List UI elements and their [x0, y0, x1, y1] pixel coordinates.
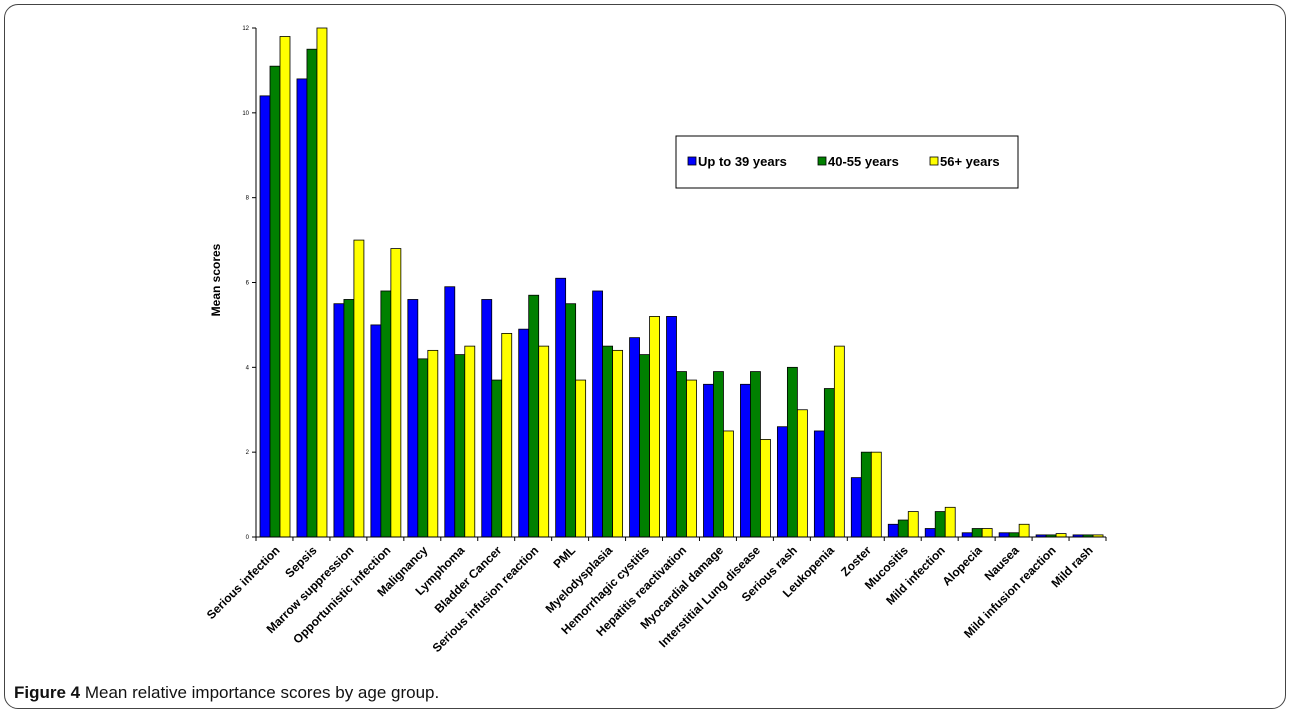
bar	[444, 286, 456, 538]
bar	[998, 532, 1010, 538]
bar	[612, 349, 624, 538]
bar	[454, 354, 466, 538]
bar	[639, 354, 650, 538]
bar	[501, 332, 513, 538]
bar	[723, 430, 734, 538]
y-axis: 0 2 4 6 8 10 12	[242, 26, 257, 541]
bar	[981, 528, 993, 538]
bar	[666, 316, 677, 538]
x-tick-label: Alopecia	[940, 543, 985, 588]
bar	[380, 290, 392, 538]
y-tick-label: 8	[246, 196, 250, 202]
bar	[760, 439, 771, 538]
bar	[649, 316, 660, 538]
bar	[417, 358, 429, 538]
y-tick-label: 12	[242, 26, 249, 32]
legend-label: 40-55 years	[828, 154, 899, 169]
bar	[370, 324, 382, 538]
bar	[887, 523, 899, 538]
bar	[316, 27, 328, 538]
bar	[924, 528, 936, 538]
bar	[555, 277, 567, 538]
y-tick-label: 4	[246, 365, 250, 371]
bar	[279, 36, 291, 538]
bars-group	[259, 27, 1104, 538]
legend-box	[675, 135, 1019, 189]
bar	[740, 383, 751, 538]
bar	[575, 379, 587, 538]
x-tick-label: Serious infection	[204, 543, 283, 622]
bar	[306, 48, 318, 538]
y-tick-label: 6	[246, 281, 250, 287]
bar	[870, 451, 882, 538]
figure-frame	[4, 4, 1286, 709]
x-tick-label: PML	[550, 543, 578, 571]
bar	[390, 248, 402, 538]
bar	[934, 511, 946, 538]
figure-label: Figure 4	[14, 683, 81, 702]
bar	[850, 477, 862, 538]
bar	[750, 371, 761, 538]
bar	[1018, 523, 1030, 538]
bar	[565, 303, 577, 538]
y-tick-label: 10	[242, 111, 249, 117]
legend-swatch	[817, 156, 827, 166]
y-axis-label: Mean scores	[209, 243, 223, 316]
bar	[897, 519, 909, 538]
y-tick-label: 2	[246, 450, 250, 456]
legend-label: Up to 39 years	[698, 154, 787, 169]
legend-swatch	[929, 156, 939, 166]
bar	[703, 383, 714, 538]
bar	[907, 511, 919, 538]
bar	[602, 345, 614, 538]
bar	[518, 328, 530, 538]
bar-chart: 0 2 4 6 8 10 12 Serious infection SepsisMarrow …	[204, 26, 1107, 655]
bar	[1008, 532, 1020, 538]
y-tick-label: 0	[246, 535, 250, 541]
bar	[491, 379, 503, 538]
bar	[1055, 533, 1067, 538]
bar	[528, 294, 540, 538]
bar	[538, 345, 550, 538]
bar	[786, 366, 798, 538]
x-tick-label: Bladder Cancer	[432, 543, 505, 616]
figure-caption: Figure 4 Mean relative importance scores…	[14, 683, 439, 703]
bar	[823, 388, 835, 538]
bar	[629, 337, 640, 538]
bar	[259, 95, 271, 538]
bar	[860, 451, 872, 538]
bar	[333, 303, 345, 538]
legend-swatch	[687, 156, 697, 166]
figure-caption-text: Mean relative importance scores by age g…	[84, 683, 440, 702]
legend-label: 56+ years	[940, 154, 1000, 169]
bar	[592, 290, 604, 538]
bar	[776, 426, 788, 538]
bar	[269, 65, 281, 538]
bar	[407, 299, 419, 538]
bar	[676, 371, 687, 538]
bar	[796, 409, 808, 538]
bar	[481, 299, 493, 538]
bar	[944, 506, 956, 538]
bar	[464, 345, 476, 538]
bar	[353, 239, 365, 538]
bar	[713, 371, 724, 538]
x-tick-label: Myelodysplasia	[543, 543, 616, 616]
bar	[296, 78, 308, 538]
bar	[971, 528, 983, 538]
bar	[833, 345, 845, 538]
bar	[961, 532, 973, 538]
x-tick-label: Zoster	[838, 543, 874, 579]
bar	[813, 430, 825, 538]
legend: Up to 39 years 40-55 years 56+ years	[675, 135, 1019, 189]
bar	[427, 349, 439, 538]
bar	[686, 379, 697, 538]
bar	[343, 299, 355, 538]
